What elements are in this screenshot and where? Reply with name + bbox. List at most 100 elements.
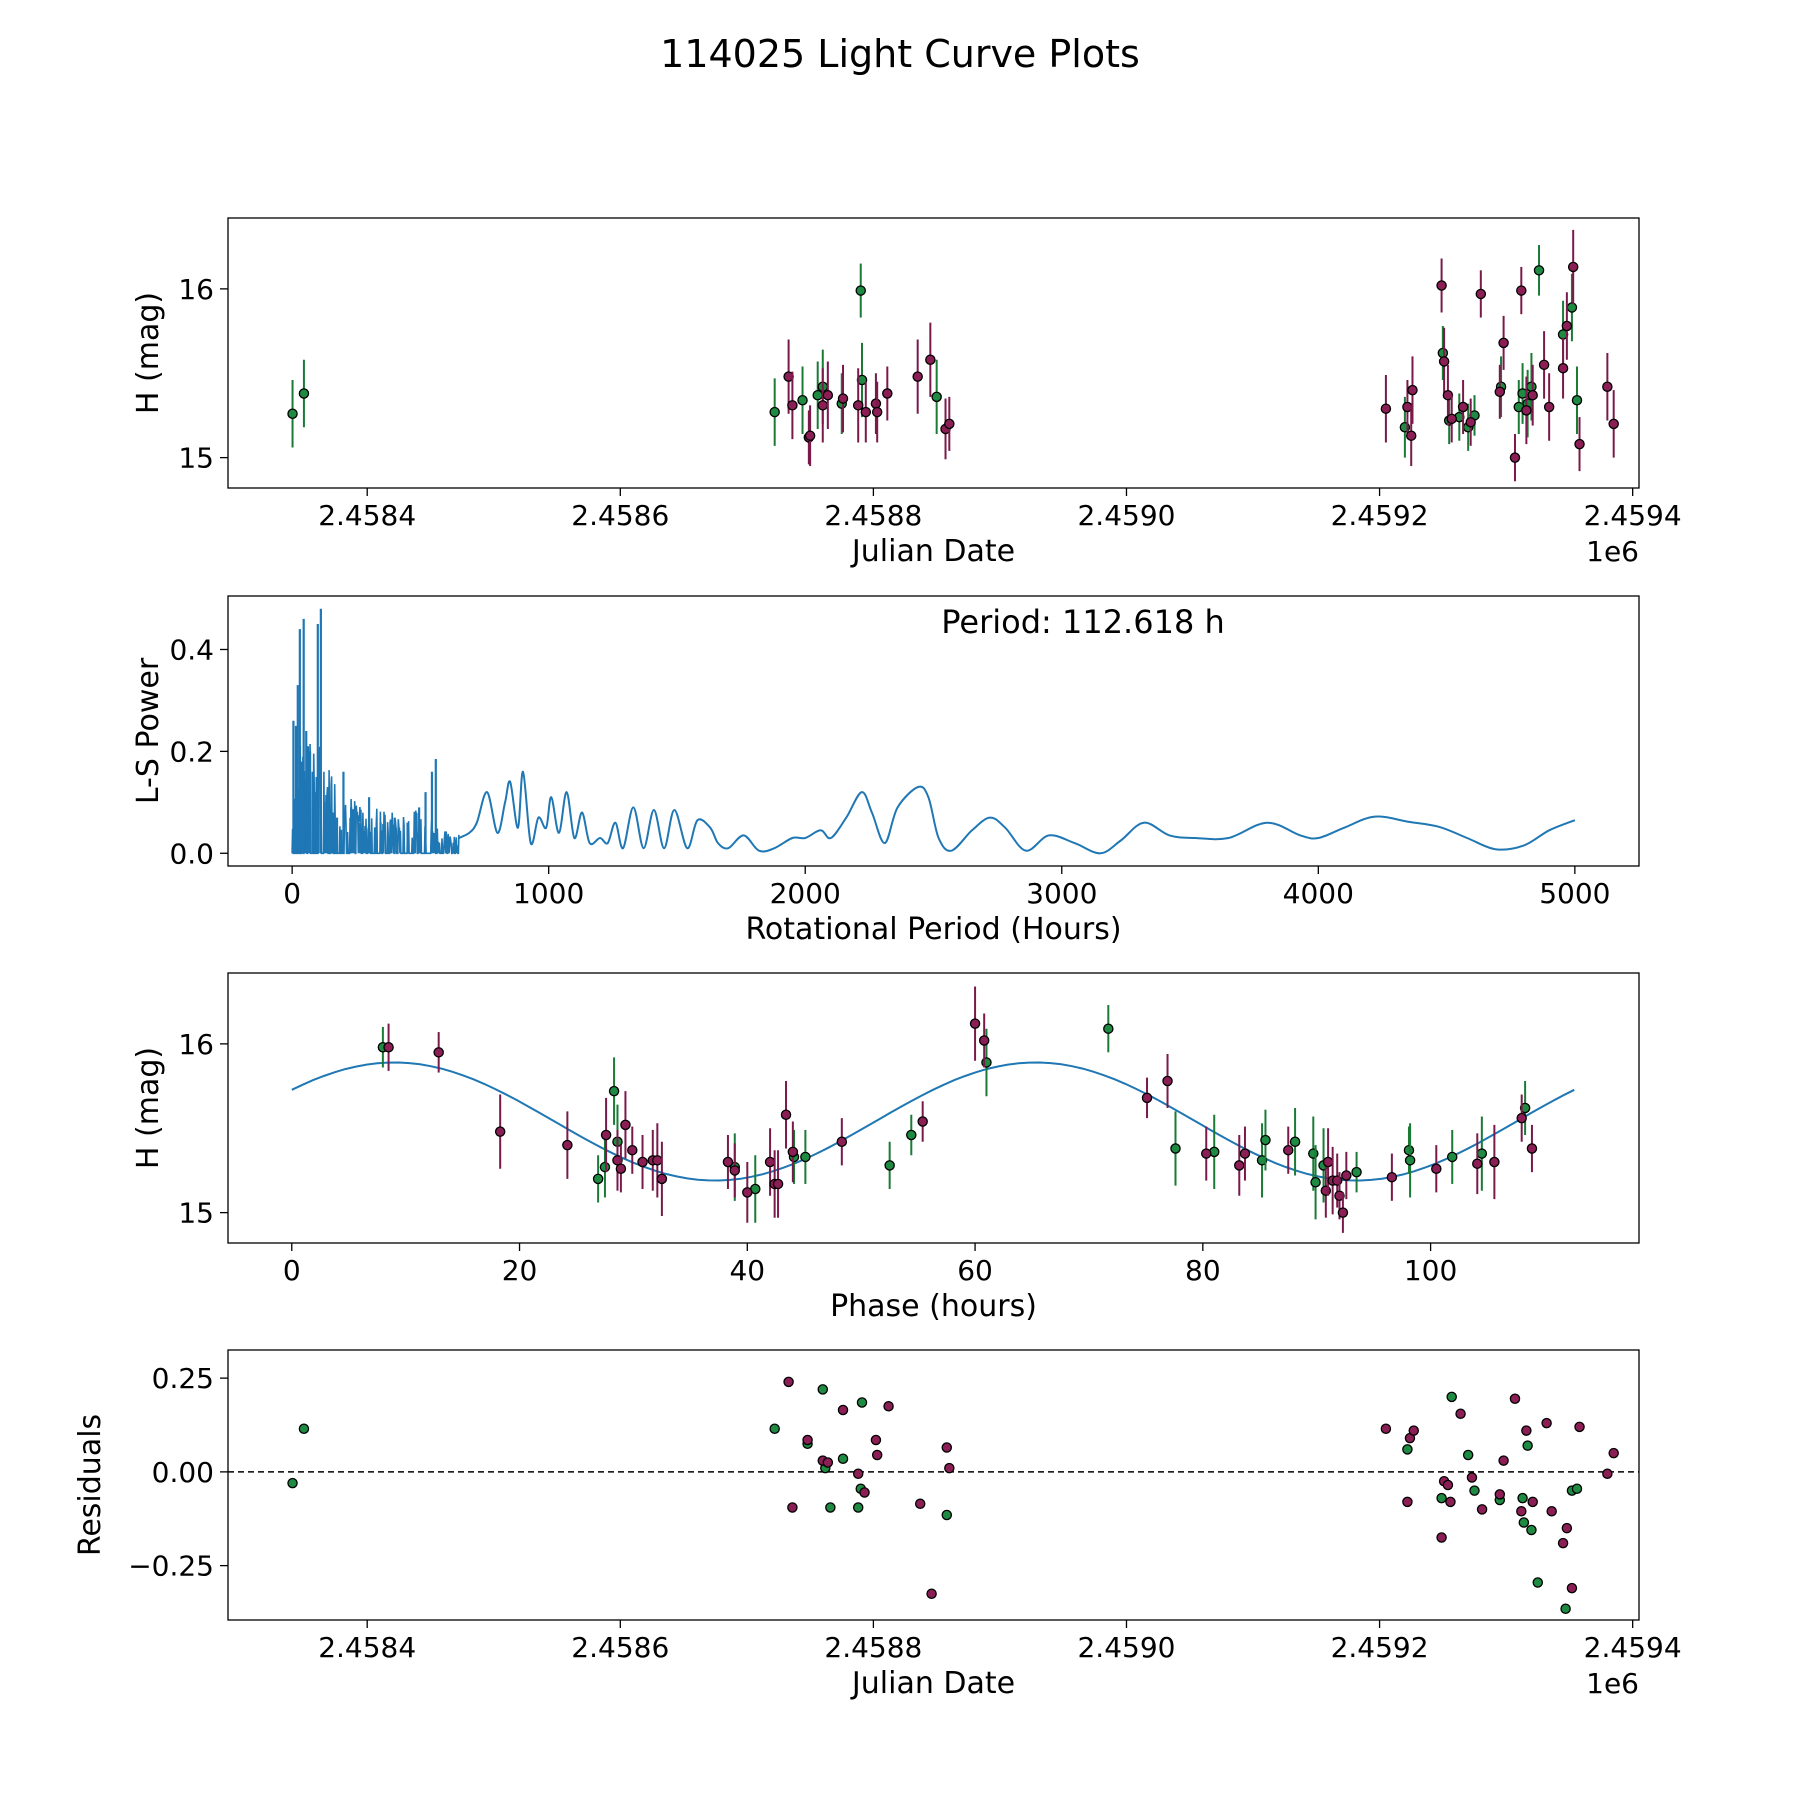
data-point [1402,1444,1413,1455]
data-point [825,1502,836,1513]
data-point [1566,1582,1578,1594]
data-point [802,1434,813,1446]
data-point [1526,381,1537,392]
data-point [1566,302,1578,313]
data-point [608,1085,620,1097]
data-point [1546,1506,1557,1517]
y-tick-label: 0.2 [169,735,214,768]
data-point [870,398,882,409]
data-point [860,406,872,418]
data-point [722,1156,734,1168]
data-point [944,418,955,430]
data-point [837,393,849,404]
x-tick-label: 2.4588 [824,499,922,532]
data-point [817,400,829,411]
data-point [1521,1425,1532,1436]
data-point [852,1468,864,1480]
data-point [1442,1479,1454,1491]
data-point [1527,389,1538,401]
data-point [620,1119,631,1131]
data-point [1436,280,1447,291]
data-point [1526,1524,1537,1536]
data-point [906,1129,917,1141]
data-point [800,1151,811,1163]
data-point [1403,1144,1415,1156]
y-tick-label: 0.00 [152,1456,214,1489]
data-point [871,406,883,418]
data-point [1162,1075,1173,1087]
y-axis-label: Residuals [73,1414,108,1556]
data-point [1519,1102,1531,1114]
x-axis-label: Julian Date [850,534,1015,569]
subplots: 2.4584 2.4586 2.4588 2.4590 2.4592 2.4594 15 16… [73,217,1682,1701]
data-point [1574,1421,1585,1433]
data-point [1498,337,1509,349]
panel-lightcurve: 2.4584 2.4586 2.4588 2.4590 2.4592 2.4594 15 16… [131,217,1682,569]
data-point [855,285,866,296]
data-point [1476,1148,1488,1159]
data-point [883,1401,894,1412]
y-axis-label: L-S Power [131,657,166,804]
data-point [822,389,834,401]
data-point [978,1035,990,1046]
periodogram-line [458,770,1576,855]
period-annotation: Period: 112.618 h [941,603,1225,641]
data-point [1489,1156,1500,1168]
data-point [1438,356,1450,367]
x-offset-label: 1e6 [1586,535,1639,568]
data-point [787,1502,798,1513]
data-point [852,400,864,411]
data-point [944,1462,955,1474]
data-point [1405,430,1417,441]
data-point [627,1144,638,1156]
data-point [925,354,936,365]
y-axis-label: H (mag) [131,1047,166,1169]
data-point [1334,1190,1345,1202]
data-point [600,1129,612,1141]
x-tick-label: 3000 [1026,877,1097,910]
data-point [780,1109,792,1121]
data-point [1446,1391,1457,1403]
data-point [822,1457,834,1468]
x-tick-label: 2.4586 [571,1631,669,1664]
data-point [1407,384,1418,396]
data-point [870,1434,882,1446]
x-tick-label: 2.4594 [1584,1631,1682,1664]
data-point [917,1116,928,1127]
data-point [298,1423,310,1435]
data-point [1517,1492,1528,1504]
x-tick-label: 60 [957,1254,993,1287]
data-point [1282,1144,1294,1156]
y-tick-label: 0.0 [169,837,214,870]
x-tick-label: 20 [502,1254,538,1287]
data-point [1521,405,1532,416]
data-point [1498,1455,1509,1466]
y-tick-label: 0.4 [169,633,214,666]
data-point [637,1156,648,1168]
data-point [1567,261,1579,273]
data-point [1516,285,1527,296]
data-point [1380,1423,1392,1435]
data-point [562,1139,573,1151]
data-point [1494,1489,1506,1500]
data-point [298,388,310,399]
data-point [1560,1603,1571,1615]
data-point [1571,1483,1583,1495]
data-point [914,1498,926,1510]
data-point [1602,381,1613,392]
data-point [812,389,823,401]
data-point [1310,1177,1321,1188]
y-tick-label: −0.25 [128,1550,214,1583]
data-point [1465,416,1476,428]
data-point [656,1173,668,1185]
data-point [836,1136,848,1148]
data-point [1557,362,1569,374]
x-tick-label: 2.4590 [1077,499,1175,532]
data-point [882,388,893,399]
x-tick-label: 0 [283,877,301,910]
data-point [1234,1160,1245,1171]
data-point [1574,438,1585,450]
data-point [1509,452,1521,463]
data-point [1260,1134,1271,1146]
plot-area [291,608,1576,855]
